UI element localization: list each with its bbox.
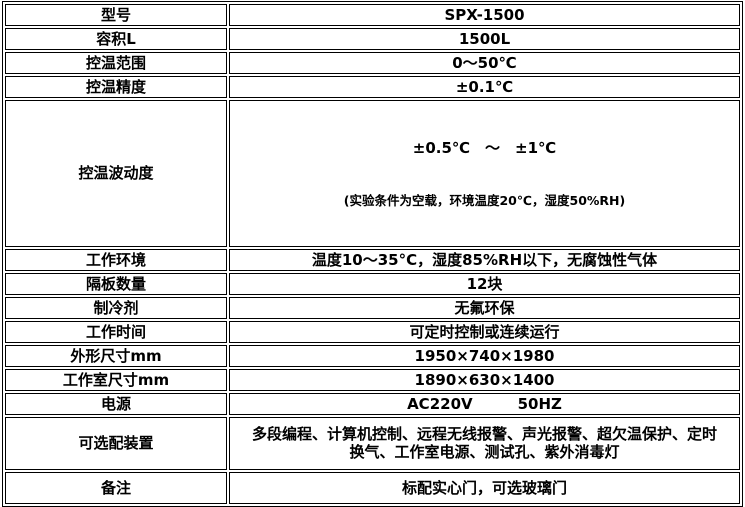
spec-label-chamber-dimensions: 工作室尺寸mm	[5, 368, 227, 391]
fluctuation-main-value: ±0.5℃ ～ ±1℃	[412, 138, 557, 157]
table-row: 工作环境 温度10～35°C，湿度85%RH以下，无腐蚀性气体	[5, 248, 740, 271]
spec-value-refrigerant: 无氟环保	[229, 296, 740, 319]
spec-value-temp-fluctuation: ±0.5℃ ～ ±1℃ (实验条件为空载，环境温度20℃，湿度50%RH)	[229, 100, 740, 247]
table-row: 容积L 1500L	[5, 28, 740, 50]
spec-value-work-time: 可定时控制或连续运行	[229, 320, 740, 343]
spec-label-outer-dimensions: 外形尺寸mm	[5, 344, 227, 367]
spec-label-remark: 备注	[5, 471, 227, 504]
spec-value-work-environment: 温度10～35°C，湿度85%RH以下，无腐蚀性气体	[229, 248, 740, 271]
table-row: 备注 标配实心门，可选玻璃门	[5, 471, 740, 504]
table-row: 型号 SPX-1500	[5, 4, 740, 26]
spec-value-temp-accuracy: ±0.1℃	[229, 76, 740, 98]
spec-label-work-time: 工作时间	[5, 320, 227, 343]
table-row: 可选配装置 多段编程、计算机控制、远程无线报警、声光报警、超欠温保护、定时 换气…	[5, 416, 740, 470]
fluctuation-test-condition-note: (实验条件为空载，环境温度20℃，湿度50%RH)	[343, 193, 626, 208]
spec-value-shelf-count: 12块	[229, 272, 740, 295]
table-row: 电源 AC220V 50HZ	[5, 392, 740, 415]
table-row: 工作时间 可定时控制或连续运行	[5, 320, 740, 343]
spec-value-temp-range: 0～50℃	[229, 52, 740, 74]
table-row: 隔板数量 12块	[5, 272, 740, 295]
spec-value-chamber-dimensions: 1890×630×1400	[229, 368, 740, 391]
spec-label-temp-fluctuation: 控温波动度	[5, 100, 227, 247]
spec-label-shelf-count: 隔板数量	[5, 272, 227, 295]
spec-value-remark: 标配实心门，可选玻璃门	[229, 471, 740, 504]
spec-value-volume: 1500L	[229, 28, 740, 50]
table-row: 外形尺寸mm 1950×740×1980	[5, 344, 740, 367]
spec-value-optional-devices: 多段编程、计算机控制、远程无线报警、声光报警、超欠温保护、定时 换气、工作室电源…	[229, 416, 740, 470]
table-row: 控温精度 ±0.1℃	[5, 76, 740, 98]
spec-label-refrigerant: 制冷剂	[5, 296, 227, 319]
spec-value-model: SPX-1500	[229, 4, 740, 26]
spec-value-power-supply: AC220V 50HZ	[229, 392, 740, 415]
spec-label-temp-accuracy: 控温精度	[5, 76, 227, 98]
spec-label-work-environment: 工作环境	[5, 248, 227, 271]
table-row: 工作室尺寸mm 1890×630×1400	[5, 368, 740, 391]
table-row: 控温波动度 ±0.5℃ ～ ±1℃ (实验条件为空载，环境温度20℃，湿度50%…	[5, 100, 740, 247]
table-row: 制冷剂 无氟环保	[5, 296, 740, 319]
spec-label-temp-range: 控温范围	[5, 52, 227, 74]
spec-value-outer-dimensions: 1950×740×1980	[229, 344, 740, 367]
spec-label-model: 型号	[5, 4, 227, 26]
spec-label-optional-devices: 可选配装置	[5, 416, 227, 470]
table-row: 控温范围 0～50℃	[5, 52, 740, 74]
spec-label-volume: 容积L	[5, 28, 227, 50]
spec-label-power-supply: 电源	[5, 392, 227, 415]
